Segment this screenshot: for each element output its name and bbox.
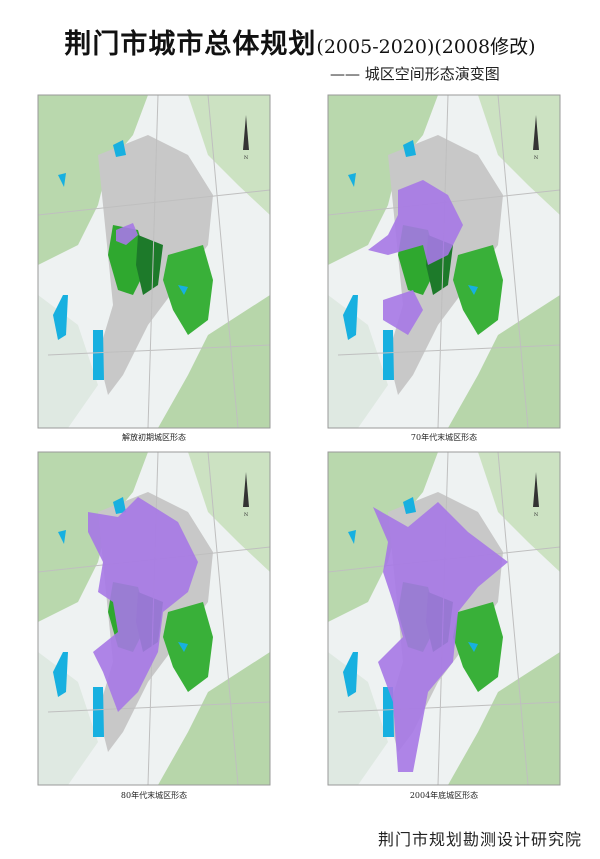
map-panel (37, 94, 271, 429)
map-panel (37, 451, 271, 786)
title-years: (2005-2020)(2008修改) (316, 36, 536, 58)
subtitle: —— 城区空间形态演变图 (330, 65, 500, 83)
panel-caption: 80年代末城区形态 (120, 791, 188, 800)
map-panel (327, 451, 561, 786)
title-main: 荆门市城市总体规划 (64, 29, 317, 60)
map-panel (327, 94, 561, 429)
title: 荆门市城市总体规划(2005-2020)(2008修改) (0, 22, 600, 61)
panel-caption: 70年代末城区形态 (410, 433, 478, 442)
panel-caption: 2004年底城区形态 (409, 791, 479, 800)
panel-caption: 解放初期城区形态 (122, 433, 186, 442)
footer: 荆门市规划勘测设计研究院 (377, 830, 582, 849)
